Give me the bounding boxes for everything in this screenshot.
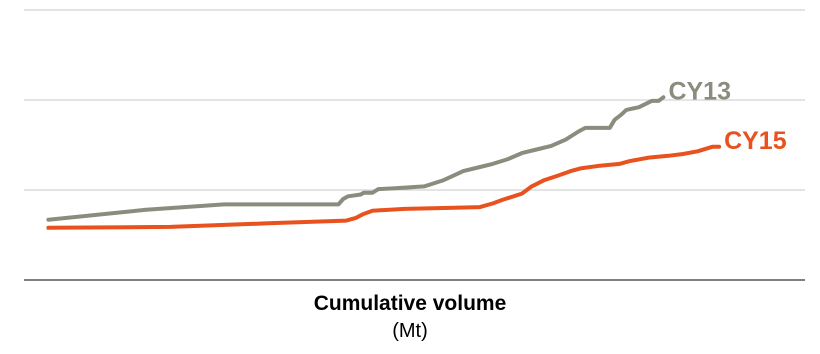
series-lines xyxy=(46,95,722,230)
x-axis-unit: (Mt) xyxy=(392,320,428,342)
series-line-cy15 xyxy=(46,144,722,230)
series-line-cy13 xyxy=(46,95,666,222)
series-labels: CY13 CY15 xyxy=(668,77,786,155)
gridlines xyxy=(24,9,805,191)
series-label-cy13: CY13 xyxy=(668,77,731,105)
x-axis-title: Cumulative volume xyxy=(313,292,507,315)
chart-plot: CY13 CY15 xyxy=(24,9,805,281)
series-label-cy15: CY15 xyxy=(724,127,787,155)
